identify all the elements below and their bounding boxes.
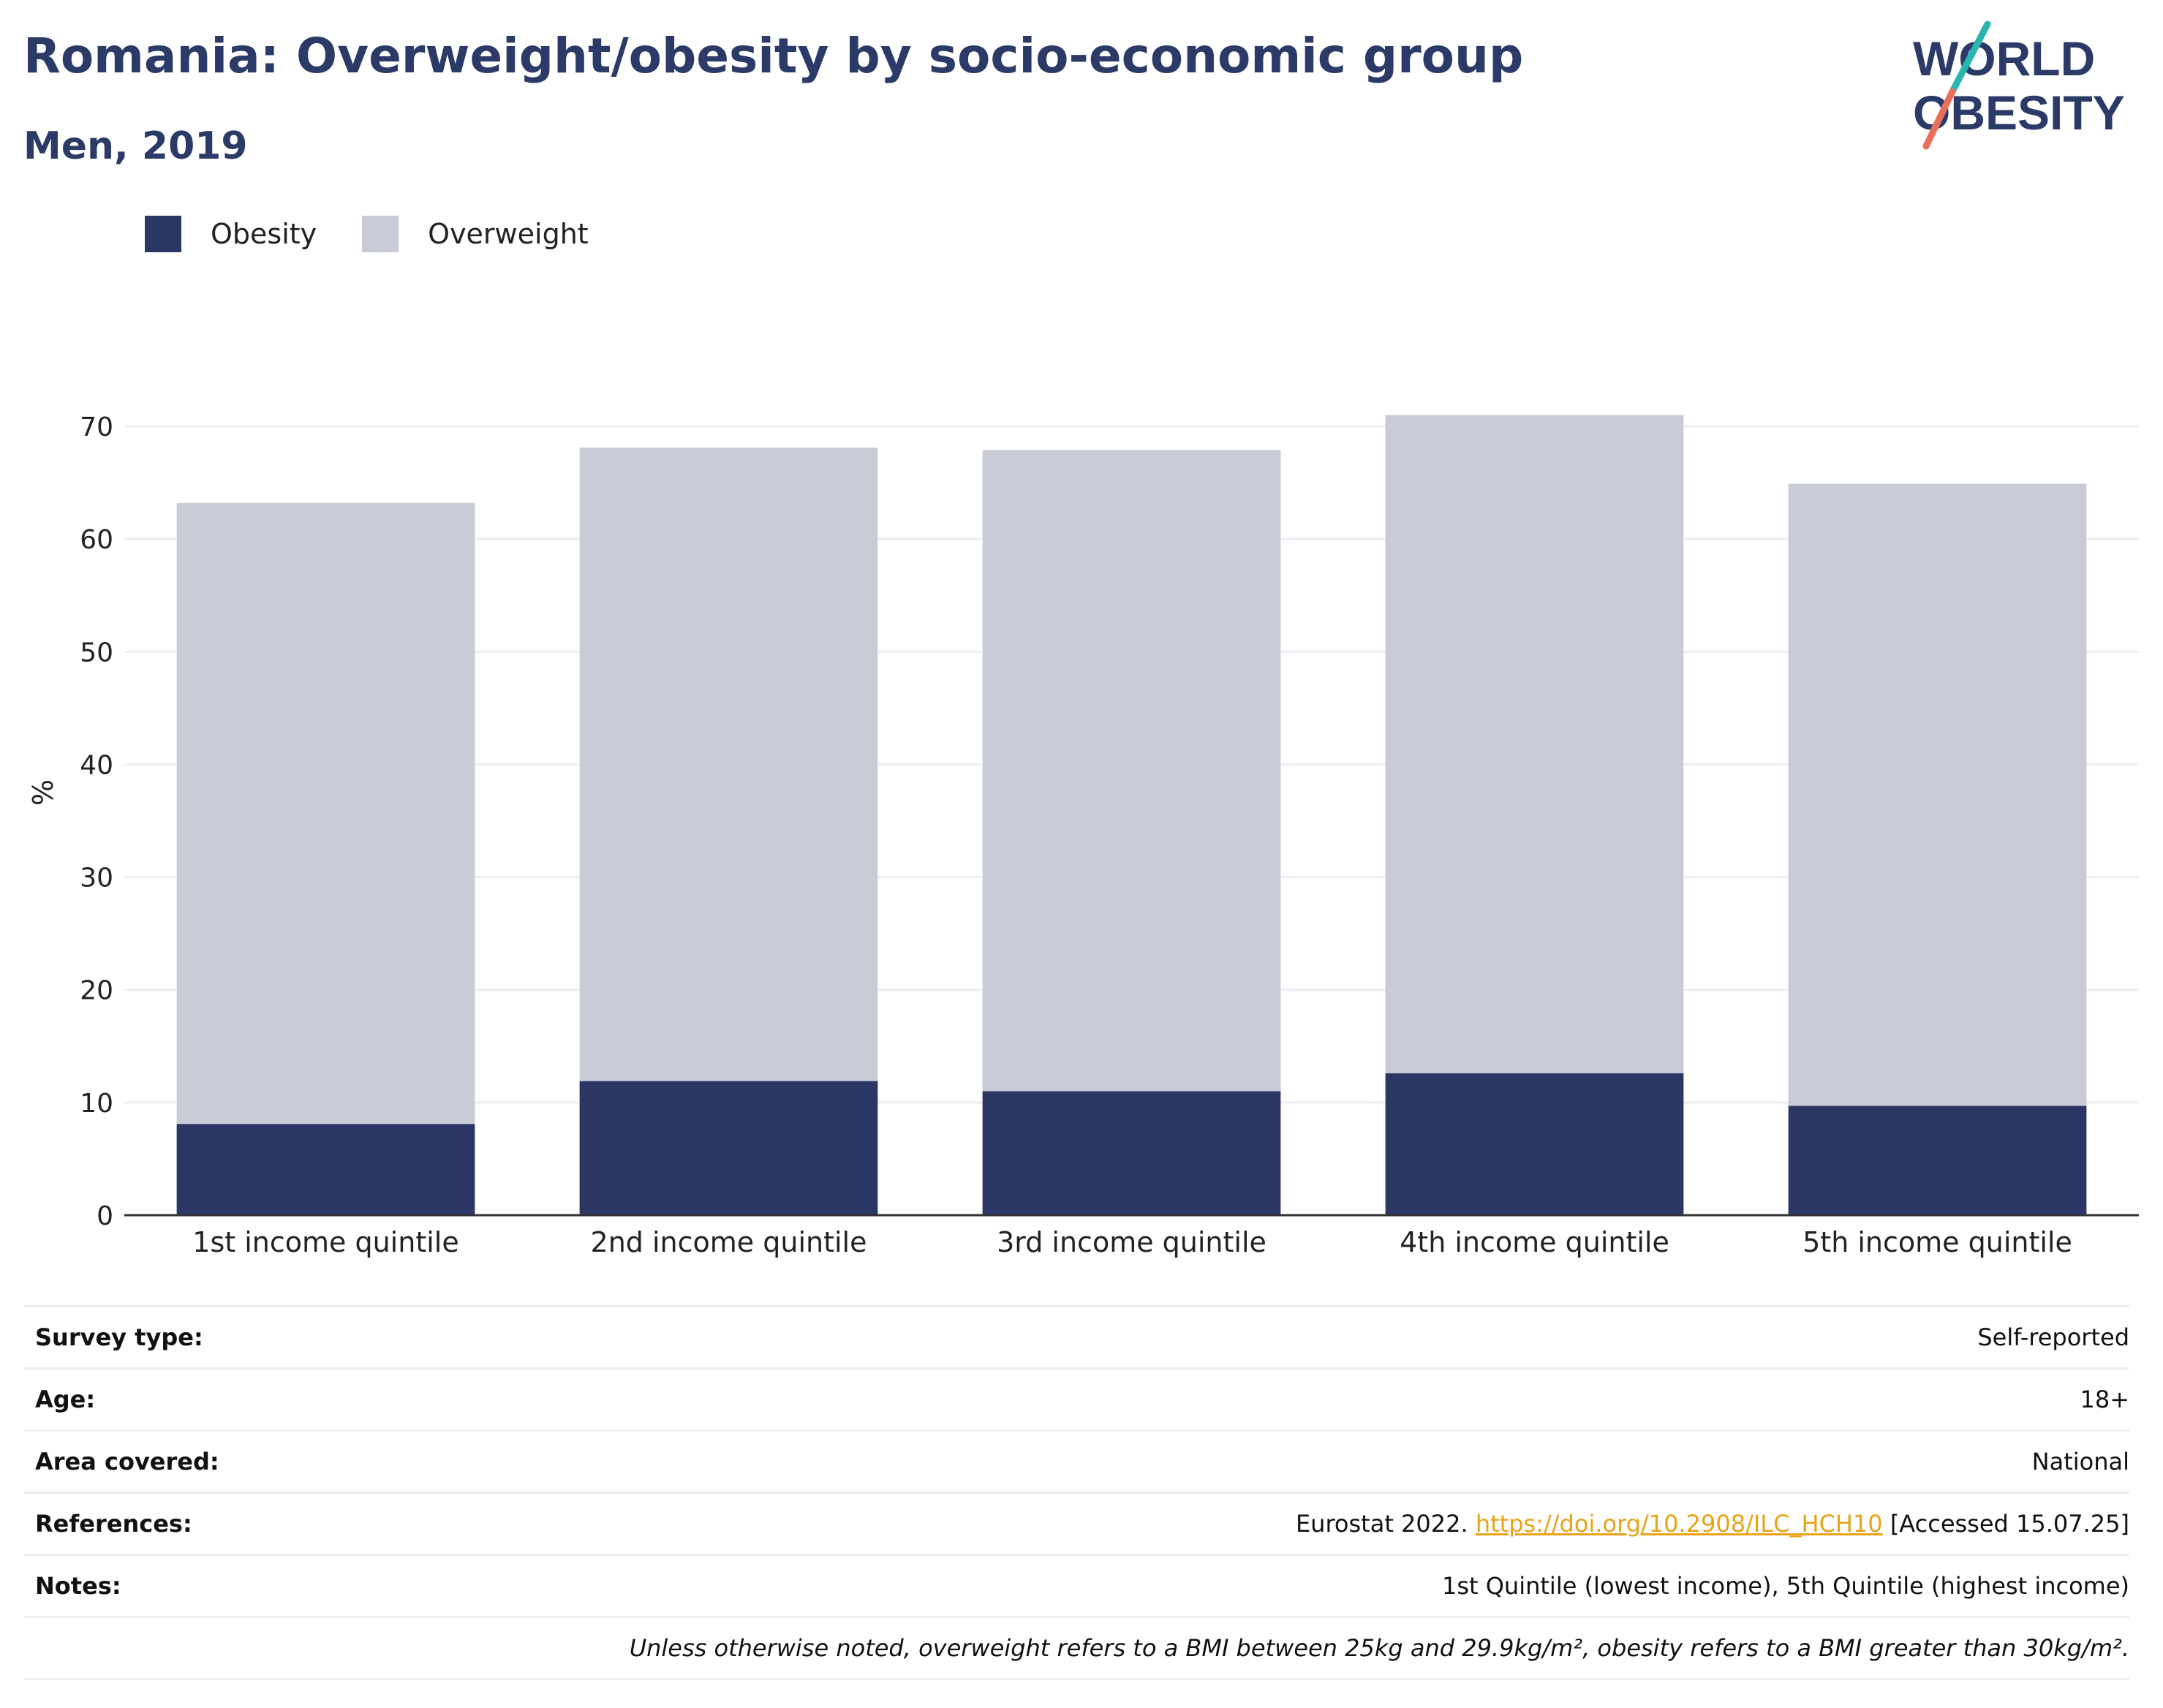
bar-overweight-5 xyxy=(1788,483,2087,1106)
bar-chart: 0 10 20 30 40 50 60 70% 1st income quintile 2nd i… xyxy=(27,412,2139,1258)
legend-label-obesity: Obesity xyxy=(211,218,317,250)
bar-overweight-2 xyxy=(579,447,878,1081)
bar-obesity-1 xyxy=(176,1124,475,1215)
survey-type-value: Self-reported xyxy=(1977,1323,2129,1351)
legend-swatch-overweight xyxy=(362,216,399,252)
y-axis-label: % xyxy=(27,779,59,806)
world-obesity-logo: WORLD OBESITY xyxy=(1913,20,2125,150)
logo-word-1: WORLD xyxy=(1913,31,2095,86)
references-link[interactable]: https://doi.org/10.2908/ILC_HCH10 xyxy=(1475,1510,1883,1538)
legend-item-obesity: Obesity xyxy=(145,216,317,252)
legend-label-overweight: Overweight xyxy=(428,218,589,250)
info-row-survey: Survey type: Self-reported xyxy=(23,1305,2129,1367)
bar-obesity-5 xyxy=(1788,1106,2087,1215)
x-tick-label: 1st income quintile xyxy=(192,1226,458,1258)
y-tick-label: 50 xyxy=(80,638,113,668)
info-row-references: References: Eurostat 2022. https://doi.o… xyxy=(23,1492,2129,1554)
references-source: Eurostat 2022. xyxy=(1295,1510,1476,1538)
y-tick-label: 10 xyxy=(80,1089,113,1119)
x-tick-label: 4th income quintile xyxy=(1400,1226,1669,1258)
y-tick-label: 40 xyxy=(80,750,113,780)
bar-layer xyxy=(176,415,2087,1215)
survey-type-label: Survey type: xyxy=(35,1323,203,1351)
logo-slash-coral xyxy=(1922,88,1956,150)
references-value: Eurostat 2022. https://doi.org/10.2908/I… xyxy=(1296,1510,2129,1538)
y-tick-label: 20 xyxy=(80,976,113,1006)
bar-overweight-1 xyxy=(176,502,475,1125)
age-value: 18+ xyxy=(2080,1386,2129,1413)
notes-label: Notes: xyxy=(35,1572,121,1600)
logo-slash-teal xyxy=(1949,20,1991,95)
age-label: Age: xyxy=(35,1386,96,1413)
notes-value: 1st Quintile (lowest income), 5th Quinti… xyxy=(1441,1572,2129,1600)
info-table: Survey type: Self-reported Age: 18+ Area… xyxy=(23,1305,2129,1680)
axis-layer: 0 10 20 30 40 50 60 70% 1st income quintile 2nd i… xyxy=(27,412,2139,1258)
x-tick-label: 2nd income quintile xyxy=(591,1226,867,1258)
x-tick-label: 5th income quintile xyxy=(1802,1226,2072,1258)
bar-overweight-4 xyxy=(1385,415,1684,1073)
bmi-footnote: Unless otherwise noted, overweight refer… xyxy=(629,1634,2129,1662)
chart-title: Romania: Overweight/obesity by socio-eco… xyxy=(23,28,1524,84)
info-row-notes: Notes: 1st Quintile (lowest income), 5th… xyxy=(23,1554,2129,1616)
area-covered-value: National xyxy=(2031,1448,2129,1475)
references-accessed: [Accessed 15.07.25] xyxy=(1882,1510,2129,1538)
bar-obesity-4 xyxy=(1385,1073,1684,1215)
y-tick-label: 60 xyxy=(80,525,113,555)
y-tick-label: 70 xyxy=(80,412,113,442)
bar-obesity-3 xyxy=(982,1091,1281,1215)
bar-obesity-2 xyxy=(579,1081,878,1215)
legend: Obesity Overweight xyxy=(145,216,634,252)
references-label: References: xyxy=(35,1510,192,1538)
y-tick-label: 0 xyxy=(97,1201,113,1231)
chart-subtitle: Men, 2019 xyxy=(23,124,248,168)
legend-swatch-obesity xyxy=(145,216,181,252)
info-row-age: Age: 18+ xyxy=(23,1367,2129,1429)
legend-item-overweight: Overweight xyxy=(362,216,589,252)
info-row-area: Area covered: National xyxy=(23,1429,2129,1492)
bar-overweight-3 xyxy=(982,450,1281,1092)
area-covered-label: Area covered: xyxy=(35,1448,219,1475)
info-row-footnote: Unless otherwise noted, overweight refer… xyxy=(23,1616,2129,1680)
y-tick-label: 30 xyxy=(80,864,113,893)
x-tick-label: 3rd income quintile xyxy=(997,1226,1267,1258)
